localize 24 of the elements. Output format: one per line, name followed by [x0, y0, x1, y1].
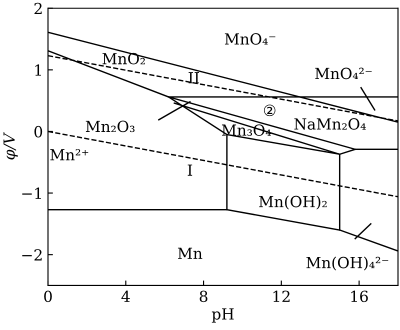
annotation: NaMn₂O₄: [294, 118, 366, 130]
annotation: Mn(OH)₂: [259, 196, 327, 210]
x-axis-title: pH: [212, 308, 234, 323]
y-tick-label: −2: [22, 249, 42, 260]
y-tick-label: 1: [35, 64, 41, 76]
x-tick-label: 16: [351, 290, 368, 302]
x-tick-label: 4: [121, 290, 130, 302]
annotation: Mn: [178, 248, 202, 259]
y-axis-title: φ/V: [4, 132, 18, 160]
y-tick-label: 0: [34, 126, 42, 138]
y-tick-label: 2: [34, 2, 42, 14]
annotation: Mn²⁺: [50, 148, 88, 160]
x-tick-label: 12: [273, 290, 290, 302]
x-tick-label: 0: [44, 290, 52, 302]
annotation: Mn₂O₃: [86, 120, 135, 132]
annotation: MnO₂: [102, 52, 145, 64]
annotation: I: [188, 164, 192, 176]
annotation: MnO₄²⁻: [315, 68, 372, 80]
annotation: ②: [264, 104, 276, 116]
annotation: II: [188, 72, 200, 84]
y-tick-label: −1: [22, 188, 41, 199]
annotation: Mn(OH)₄²⁻: [306, 256, 388, 270]
annotation: MnO₄⁻: [224, 33, 276, 45]
x-tick-label: 8: [200, 290, 208, 302]
